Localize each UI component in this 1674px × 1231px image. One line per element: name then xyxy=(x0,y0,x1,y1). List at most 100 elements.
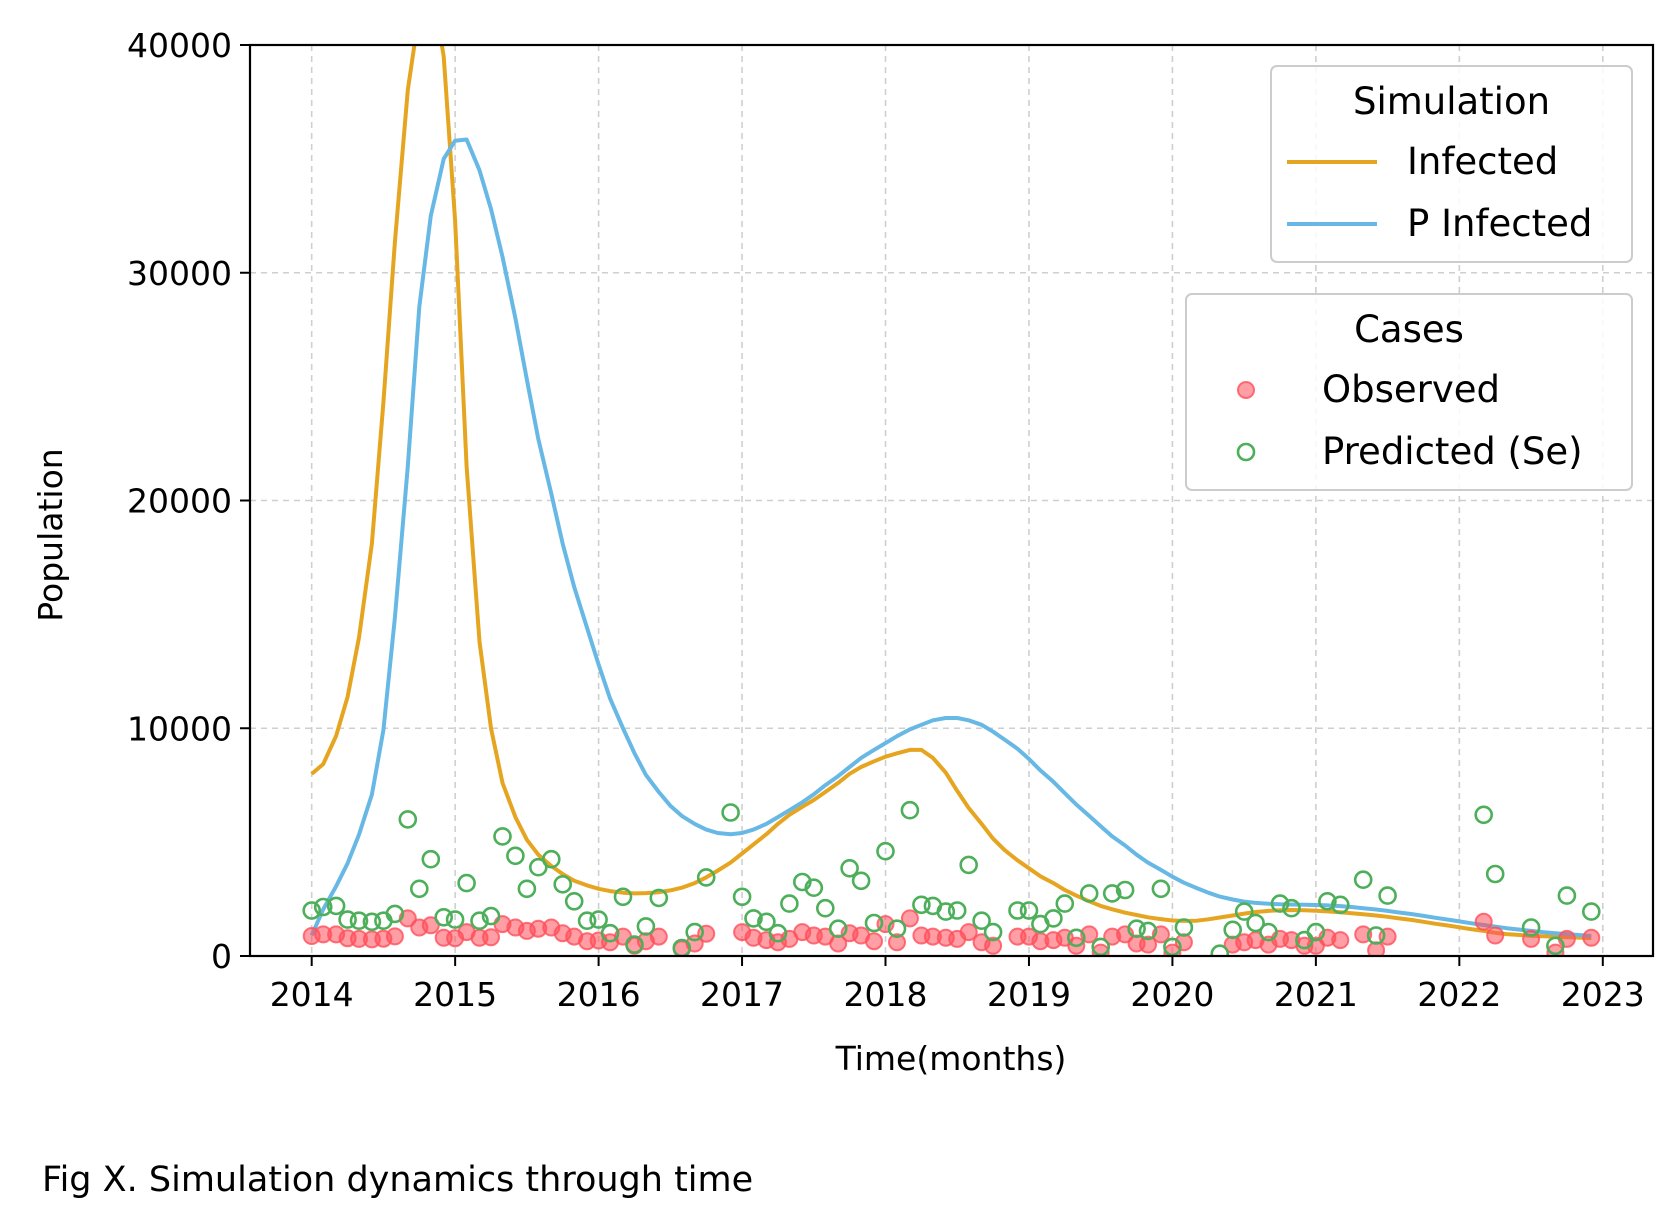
data-point xyxy=(553,874,573,894)
data-point xyxy=(362,912,382,932)
axes: 2014 2015 2016 2017 2018 2019 2020 2021 2022 2023… xyxy=(127,26,1645,1014)
data-point xyxy=(851,871,871,891)
data-point xyxy=(482,928,500,947)
data-point xyxy=(959,923,978,942)
data-point xyxy=(900,909,919,928)
data-point xyxy=(983,922,1003,942)
data-point xyxy=(685,922,705,942)
data-point xyxy=(1139,935,1157,954)
data-point xyxy=(1259,922,1278,942)
data-point xyxy=(493,827,512,846)
legend-label: P Infected xyxy=(1407,202,1592,245)
series-points-predicted-se xyxy=(302,800,1601,956)
data-point xyxy=(972,911,991,931)
data-point xyxy=(1331,931,1350,950)
legend-label: Predicted (Se) xyxy=(1322,430,1583,473)
data-point xyxy=(470,911,489,931)
data-point xyxy=(1378,886,1397,905)
data-point xyxy=(649,888,669,908)
legends: Simulation Infected P Infected Cases Observe… xyxy=(1185,65,1633,491)
data-point xyxy=(1366,926,1386,945)
data-point xyxy=(721,803,740,822)
data-point xyxy=(577,911,597,931)
y-tick-label: 30000 xyxy=(127,254,232,293)
x-tick-label: 2022 xyxy=(1417,975,1501,1014)
legend-swatch xyxy=(1237,381,1255,399)
data-point xyxy=(564,891,584,911)
data-point xyxy=(421,916,440,935)
data-point xyxy=(445,910,465,929)
data-point xyxy=(815,898,835,918)
data-point xyxy=(1210,944,1230,956)
data-point xyxy=(876,841,895,861)
x-tick-label: 2018 xyxy=(844,975,928,1014)
data-point xyxy=(385,927,404,946)
y-tick-label: 0 xyxy=(211,937,232,976)
data-point xyxy=(1582,928,1601,947)
data-point xyxy=(959,855,979,875)
data-point xyxy=(1044,909,1063,928)
x-tick-label: 2021 xyxy=(1274,975,1358,1014)
data-point xyxy=(744,909,763,928)
data-point xyxy=(864,913,884,933)
legend-title: Simulation xyxy=(1353,80,1550,123)
series-line-infected xyxy=(310,45,1592,940)
data-point xyxy=(804,878,824,898)
data-point xyxy=(1282,898,1301,918)
data-point xyxy=(768,923,788,943)
y-tick-label: 40000 xyxy=(127,26,232,65)
data-point xyxy=(613,887,633,907)
x-tick-label: 2020 xyxy=(1130,975,1214,1014)
x-tick-label: 2016 xyxy=(557,975,641,1014)
data-point xyxy=(1582,902,1601,921)
data-point xyxy=(1246,913,1265,933)
data-point xyxy=(732,887,752,907)
data-point xyxy=(528,857,548,877)
data-point xyxy=(1474,912,1493,931)
y-tick-label: 10000 xyxy=(127,709,232,748)
data-point xyxy=(887,919,907,939)
data-point xyxy=(984,936,1003,955)
data-point xyxy=(1306,922,1326,942)
data-point xyxy=(1234,902,1254,921)
legend-label: Infected xyxy=(1407,140,1558,183)
data-point xyxy=(302,901,322,920)
data-point xyxy=(409,879,429,899)
data-point xyxy=(865,932,883,951)
data-point xyxy=(1067,928,1086,948)
data-point xyxy=(696,868,716,887)
figure-caption: Fig X. Simulation dynamics through time xyxy=(42,1160,754,1200)
legend-cases: Cases Observed Predicted (Se) xyxy=(1185,293,1633,491)
data-point xyxy=(1474,805,1493,825)
data-point xyxy=(672,938,692,956)
data-point xyxy=(1079,884,1099,903)
data-point xyxy=(780,894,799,913)
data-point xyxy=(1102,884,1122,903)
data-point xyxy=(421,849,441,869)
series-layer xyxy=(302,45,1601,956)
legend-simulation: Simulation Infected P Infected xyxy=(1270,65,1633,263)
data-point xyxy=(636,917,656,936)
data-point xyxy=(757,912,776,932)
legend-label: Observed xyxy=(1322,368,1500,411)
data-point xyxy=(600,923,620,943)
x-axis-label: Time(months) xyxy=(835,1039,1067,1078)
data-point xyxy=(625,935,644,954)
legend-title: Cases xyxy=(1354,308,1464,351)
data-point xyxy=(1318,891,1337,911)
data-point xyxy=(1151,879,1171,899)
data-point xyxy=(828,919,848,939)
data-point xyxy=(541,849,561,869)
data-point xyxy=(1521,918,1541,937)
data-point xyxy=(1353,870,1373,890)
data-point xyxy=(1546,936,1565,956)
x-tick-label: 2019 xyxy=(987,975,1071,1014)
legend-frame xyxy=(1270,65,1633,263)
data-point xyxy=(900,800,920,820)
data-point xyxy=(1019,901,1039,920)
data-point xyxy=(1270,894,1290,913)
x-tick-label: 2023 xyxy=(1561,975,1645,1014)
data-point xyxy=(1008,901,1027,920)
data-point xyxy=(649,927,668,946)
